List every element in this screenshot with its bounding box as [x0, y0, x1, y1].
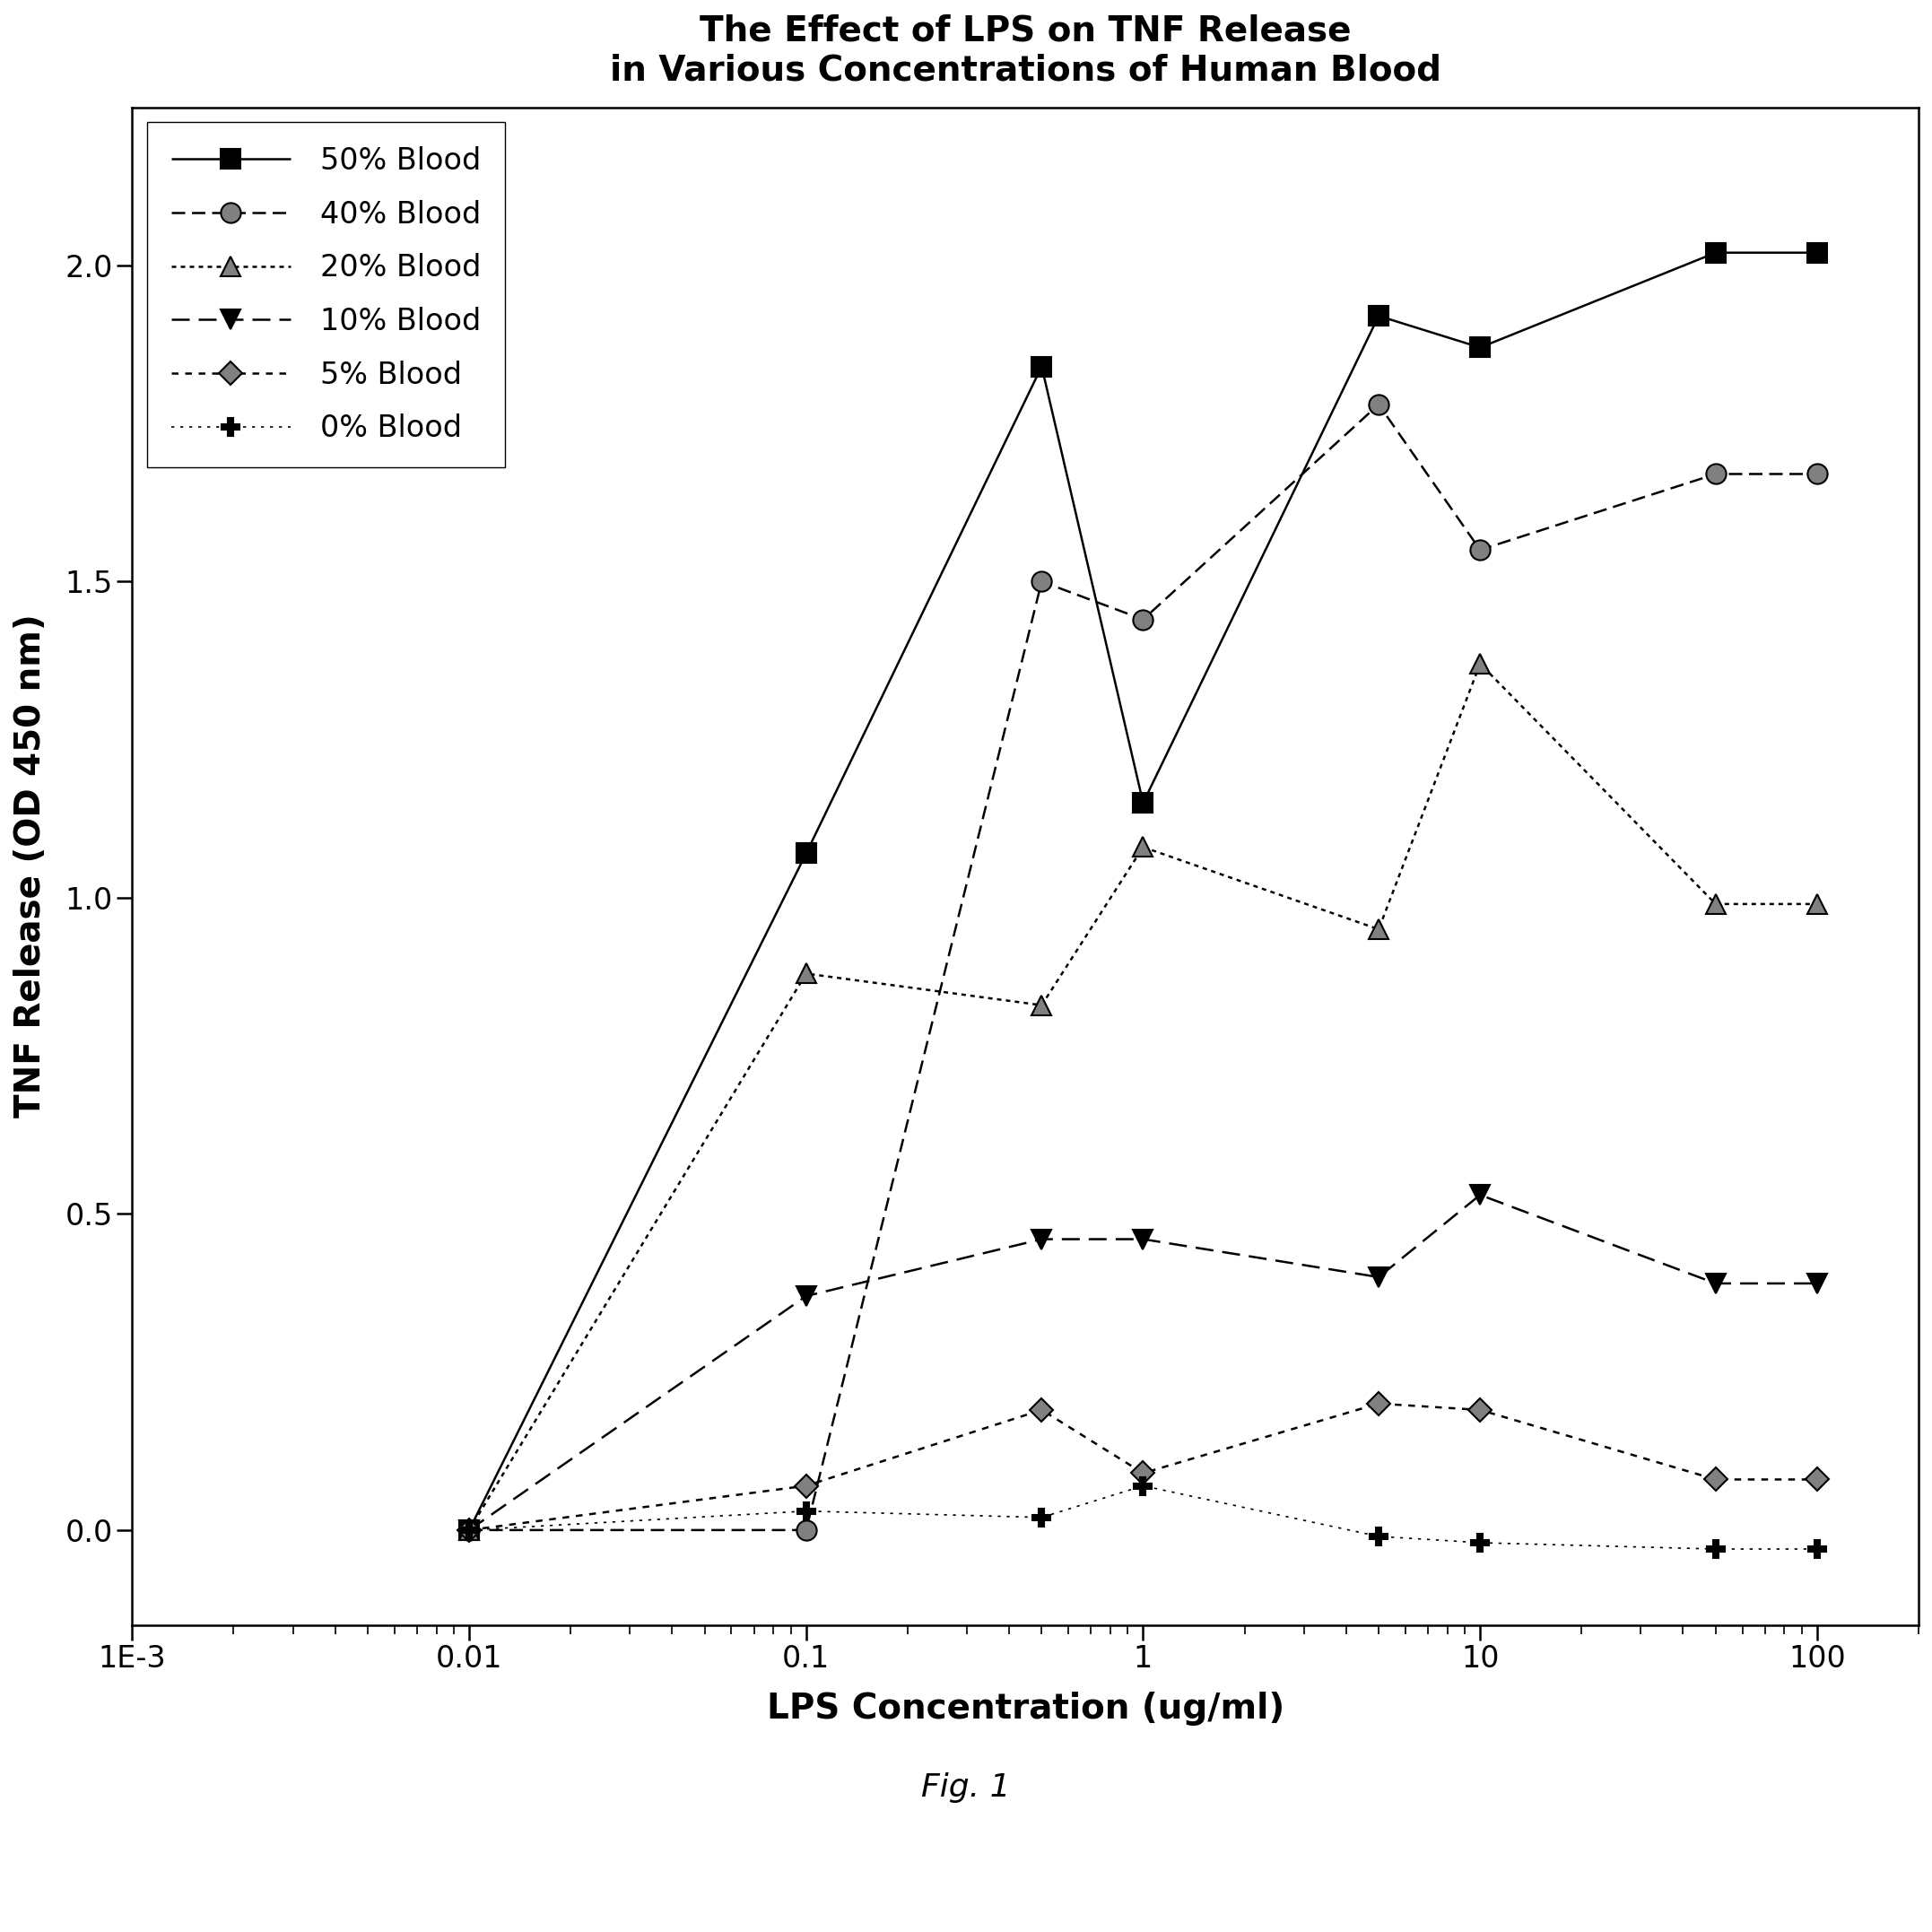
- 0% Blood: [794, 1499, 817, 1522]
- 20% Blood: [1704, 893, 1727, 916]
- 5% Blood: [1132, 1461, 1155, 1484]
- 50% Blood: [794, 842, 817, 866]
- Title: The Effect of LPS on TNF Release
in Various Concentrations of Human Blood: The Effect of LPS on TNF Release in Vari…: [611, 14, 1441, 87]
- 40% Blood: [1132, 609, 1155, 632]
- 0% Blood: [1368, 1524, 1391, 1548]
- 5% Blood: [1806, 1468, 1830, 1492]
- 10% Blood: [794, 1285, 817, 1308]
- X-axis label: LPS Concentration (ug/ml): LPS Concentration (ug/ml): [767, 1690, 1285, 1725]
- 40% Blood: [1806, 462, 1830, 485]
- 10% Blood: [1030, 1227, 1053, 1250]
- Text: Fig. 1: Fig. 1: [922, 1772, 1010, 1803]
- 20% Blood: [458, 1519, 481, 1542]
- Line: 20% Blood: 20% Blood: [460, 653, 1828, 1540]
- 50% Blood: [458, 1519, 481, 1542]
- 20% Blood: [1030, 993, 1053, 1016]
- 40% Blood: [1368, 392, 1391, 415]
- 0% Blood: [1132, 1474, 1155, 1497]
- 5% Blood: [1468, 1399, 1492, 1422]
- 0% Blood: [1468, 1532, 1492, 1555]
- 0% Blood: [1806, 1538, 1830, 1561]
- 20% Blood: [1132, 835, 1155, 858]
- Legend: 50% Blood, 40% Blood, 20% Blood, 10% Blood, 5% Blood, 0% Blood: 50% Blood, 40% Blood, 20% Blood, 10% Blo…: [147, 122, 506, 468]
- 50% Blood: [1368, 305, 1391, 328]
- Line: 40% Blood: 40% Blood: [460, 394, 1828, 1540]
- 20% Blood: [1368, 918, 1391, 941]
- 40% Blood: [1030, 570, 1053, 593]
- 20% Blood: [794, 962, 817, 985]
- 20% Blood: [1468, 653, 1492, 676]
- 40% Blood: [458, 1519, 481, 1542]
- 50% Blood: [1806, 242, 1830, 265]
- 5% Blood: [458, 1519, 481, 1542]
- 0% Blood: [1030, 1505, 1053, 1528]
- 20% Blood: [1806, 893, 1830, 916]
- 50% Blood: [1030, 355, 1053, 379]
- 5% Blood: [1368, 1391, 1391, 1414]
- 0% Blood: [1704, 1538, 1727, 1561]
- 40% Blood: [794, 1519, 817, 1542]
- 40% Blood: [1704, 462, 1727, 485]
- 0% Blood: [458, 1519, 481, 1542]
- 50% Blood: [1132, 792, 1155, 815]
- 5% Blood: [794, 1474, 817, 1497]
- 50% Blood: [1704, 242, 1727, 265]
- 50% Blood: [1468, 336, 1492, 359]
- 10% Blood: [1806, 1271, 1830, 1294]
- Line: 10% Blood: 10% Blood: [460, 1184, 1828, 1540]
- Line: 0% Blood: 0% Blood: [460, 1478, 1826, 1557]
- Y-axis label: TNF Release (OD 450 nm): TNF Release (OD 450 nm): [14, 614, 48, 1119]
- 10% Blood: [1704, 1271, 1727, 1294]
- Line: 50% Blood: 50% Blood: [460, 243, 1828, 1540]
- 10% Blood: [1468, 1182, 1492, 1206]
- 10% Blood: [458, 1519, 481, 1542]
- 5% Blood: [1030, 1399, 1053, 1422]
- 10% Blood: [1368, 1265, 1391, 1289]
- 40% Blood: [1468, 539, 1492, 562]
- Line: 5% Blood: 5% Blood: [462, 1395, 1826, 1538]
- 10% Blood: [1132, 1227, 1155, 1250]
- 5% Blood: [1704, 1468, 1727, 1492]
